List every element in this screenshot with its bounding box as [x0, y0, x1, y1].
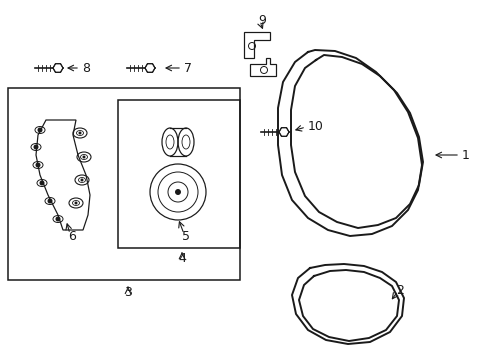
Text: 10: 10 [308, 120, 324, 132]
Text: 1: 1 [462, 149, 470, 162]
Circle shape [48, 199, 52, 203]
Circle shape [38, 128, 42, 132]
Polygon shape [53, 64, 63, 72]
Text: 7: 7 [184, 62, 192, 75]
Circle shape [78, 131, 81, 135]
Bar [8, 88, 240, 280]
Text: 2: 2 [396, 284, 404, 297]
Circle shape [82, 156, 85, 158]
Circle shape [80, 179, 83, 181]
Text: 6: 6 [68, 230, 76, 243]
Polygon shape [145, 64, 155, 72]
Text: 9: 9 [258, 14, 266, 27]
Circle shape [36, 163, 40, 167]
Bar [118, 100, 240, 248]
Circle shape [56, 217, 60, 221]
Text: 5: 5 [182, 230, 190, 243]
Polygon shape [279, 128, 289, 136]
Circle shape [74, 202, 77, 204]
Text: 3: 3 [124, 285, 132, 298]
Text: 8: 8 [82, 62, 90, 75]
Text: 4: 4 [178, 252, 186, 265]
Circle shape [175, 189, 181, 195]
Circle shape [40, 181, 44, 185]
Circle shape [34, 145, 38, 149]
